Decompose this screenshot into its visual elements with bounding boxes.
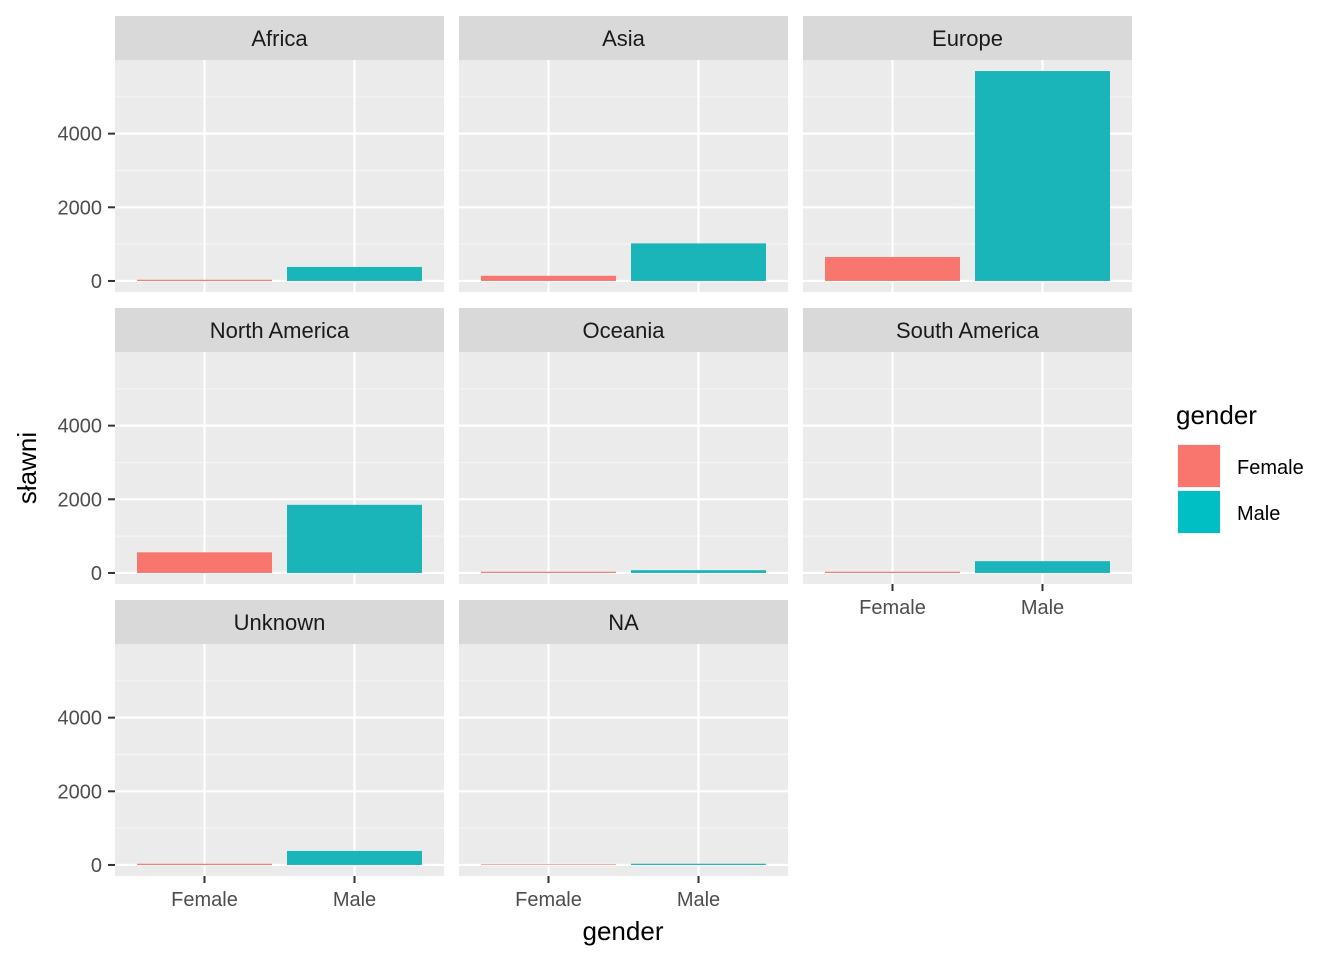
bar-north-america-male — [287, 504, 422, 573]
legend-label-male: Male — [1237, 503, 1280, 525]
facet-strip — [459, 600, 788, 644]
axes: 0 2000 4000 0 2000 4000 Female Male 0 2000 4000 Fem… — [58, 124, 1065, 911]
facet-asia: Asia — [459, 16, 788, 292]
y-tick-label: 0 — [91, 271, 102, 293]
facet-strip — [459, 16, 788, 60]
bar-europe-female — [825, 257, 960, 281]
legend-title: gender — [1176, 400, 1257, 430]
legend: gender Female Male — [1176, 400, 1304, 534]
bar-africa-female — [137, 279, 272, 281]
panel-background — [115, 60, 444, 292]
bar-africa-male — [287, 266, 422, 281]
y-tick-label: 4000 — [58, 124, 103, 146]
facet-panels: Africa Asia Europe North America Oceania Sout… — [115, 16, 1132, 876]
bar-unknown-male — [287, 850, 422, 865]
facet-na: NA — [459, 600, 788, 876]
legend-key-male — [1178, 491, 1220, 533]
bar-na-female — [481, 864, 616, 865]
facet-strip — [115, 600, 444, 644]
panel-background — [115, 644, 444, 876]
bar-asia-female — [481, 275, 616, 281]
x-tick-label: Female — [515, 889, 582, 911]
facet-strip-label: NA — [608, 610, 639, 635]
bar-europe-male — [975, 71, 1110, 281]
facet-europe: Europe — [803, 16, 1132, 292]
bar-asia-male — [631, 243, 766, 281]
bar-south-america-female — [825, 571, 960, 573]
y-tick-label: 2000 — [58, 197, 103, 219]
facet-strip-label: Europe — [932, 26, 1003, 51]
x-tick-label: Male — [677, 889, 720, 911]
y-tick-label: 0 — [91, 855, 102, 877]
facet-strip-label: Asia — [602, 26, 646, 51]
y-axis-title: sławni — [12, 432, 42, 504]
facet-oceania: Oceania — [459, 308, 788, 584]
y-tick-label: 2000 — [58, 781, 103, 803]
facet-strip-label: Unknown — [234, 610, 326, 635]
bar-north-america-female — [137, 552, 272, 573]
facet-north-america: North America — [115, 308, 444, 584]
facet-strip-label: South America — [896, 318, 1040, 343]
x-tick-label: Female — [171, 889, 238, 911]
bar-oceania-male — [631, 570, 766, 573]
facet-africa: Africa — [115, 16, 444, 292]
bar-na-male — [631, 863, 766, 865]
x-tick-label: Female — [859, 597, 926, 619]
facet-strip — [803, 308, 1132, 352]
panel-background — [803, 352, 1132, 584]
facet-unknown: Unknown — [115, 600, 444, 876]
bar-south-america-male — [975, 561, 1110, 573]
facet-strip — [115, 16, 444, 60]
facet-strip — [115, 308, 444, 352]
bar-oceania-female — [481, 571, 616, 573]
legend-label-female: Female — [1237, 457, 1304, 479]
y-tick-label: 4000 — [58, 708, 103, 730]
x-tick-label: Male — [1021, 597, 1064, 619]
y-tick-label: 4000 — [58, 416, 103, 438]
y-tick-label: 2000 — [58, 489, 103, 511]
x-axis-title: gender — [583, 916, 664, 946]
legend-key-female — [1178, 445, 1220, 487]
bar-unknown-female — [137, 863, 272, 865]
facet-strip — [459, 308, 788, 352]
facet-strip-label: North America — [210, 318, 350, 343]
panel-background — [459, 644, 788, 876]
x-tick-label: Male — [333, 889, 376, 911]
facet-south-america: South America — [803, 308, 1132, 584]
facet-strip-label: Oceania — [583, 318, 666, 343]
facet-strip — [803, 16, 1132, 60]
y-tick-label: 0 — [91, 563, 102, 585]
panel-background — [459, 352, 788, 584]
facet-strip-label: Africa — [251, 26, 308, 51]
